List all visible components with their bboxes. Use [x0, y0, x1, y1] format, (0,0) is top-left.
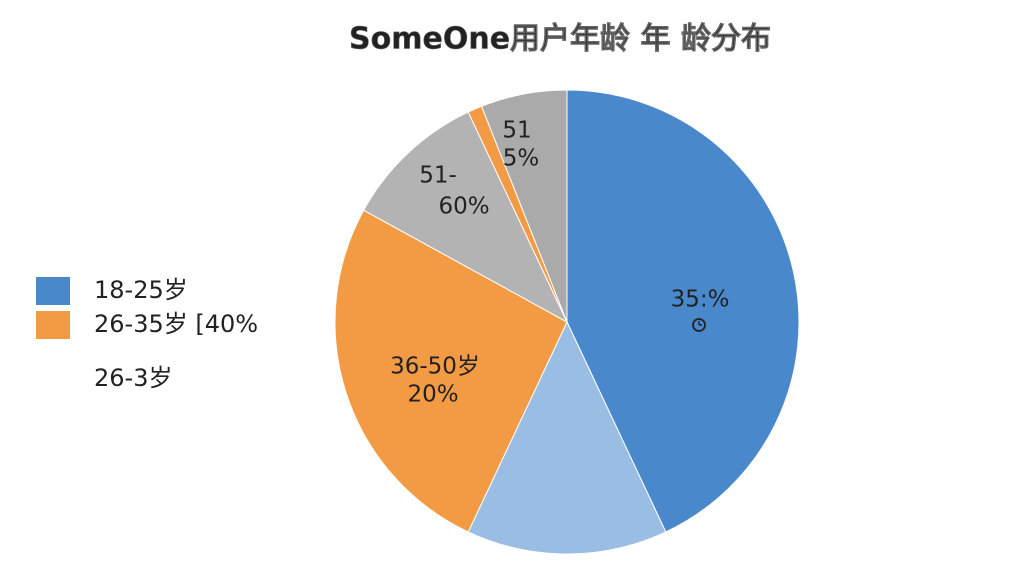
- legend-swatch: [36, 277, 70, 305]
- slice-annotation: 51-: [419, 163, 457, 189]
- slice-annotation: 36-50岁: [390, 354, 480, 380]
- pie-slice: [467, 320, 667, 555]
- slice-annotation: 20%: [407, 382, 458, 408]
- pie: [334, 89, 800, 555]
- legend-label: 26-3岁: [94, 364, 172, 392]
- slice-annotation: 5%: [503, 146, 540, 172]
- pie-slice: [363, 111, 569, 324]
- chart-title: SomeOne用户年龄 年 龄分布: [349, 22, 771, 57]
- slice-annotation: 60%: [438, 194, 489, 220]
- pie-slice: [480, 89, 568, 323]
- pie-slice: [566, 89, 800, 533]
- legend-label: 18-25岁: [94, 276, 188, 304]
- legend-label: 26-35岁 [40%: [94, 310, 258, 338]
- clock-icon: [692, 318, 706, 332]
- slice-annotation: 51: [502, 118, 531, 144]
- legend: 18-25岁 26-35岁 [40% 26-3岁: [36, 276, 258, 392]
- legend-swatch: [36, 311, 70, 339]
- slice-annotation: 35:%: [671, 287, 730, 313]
